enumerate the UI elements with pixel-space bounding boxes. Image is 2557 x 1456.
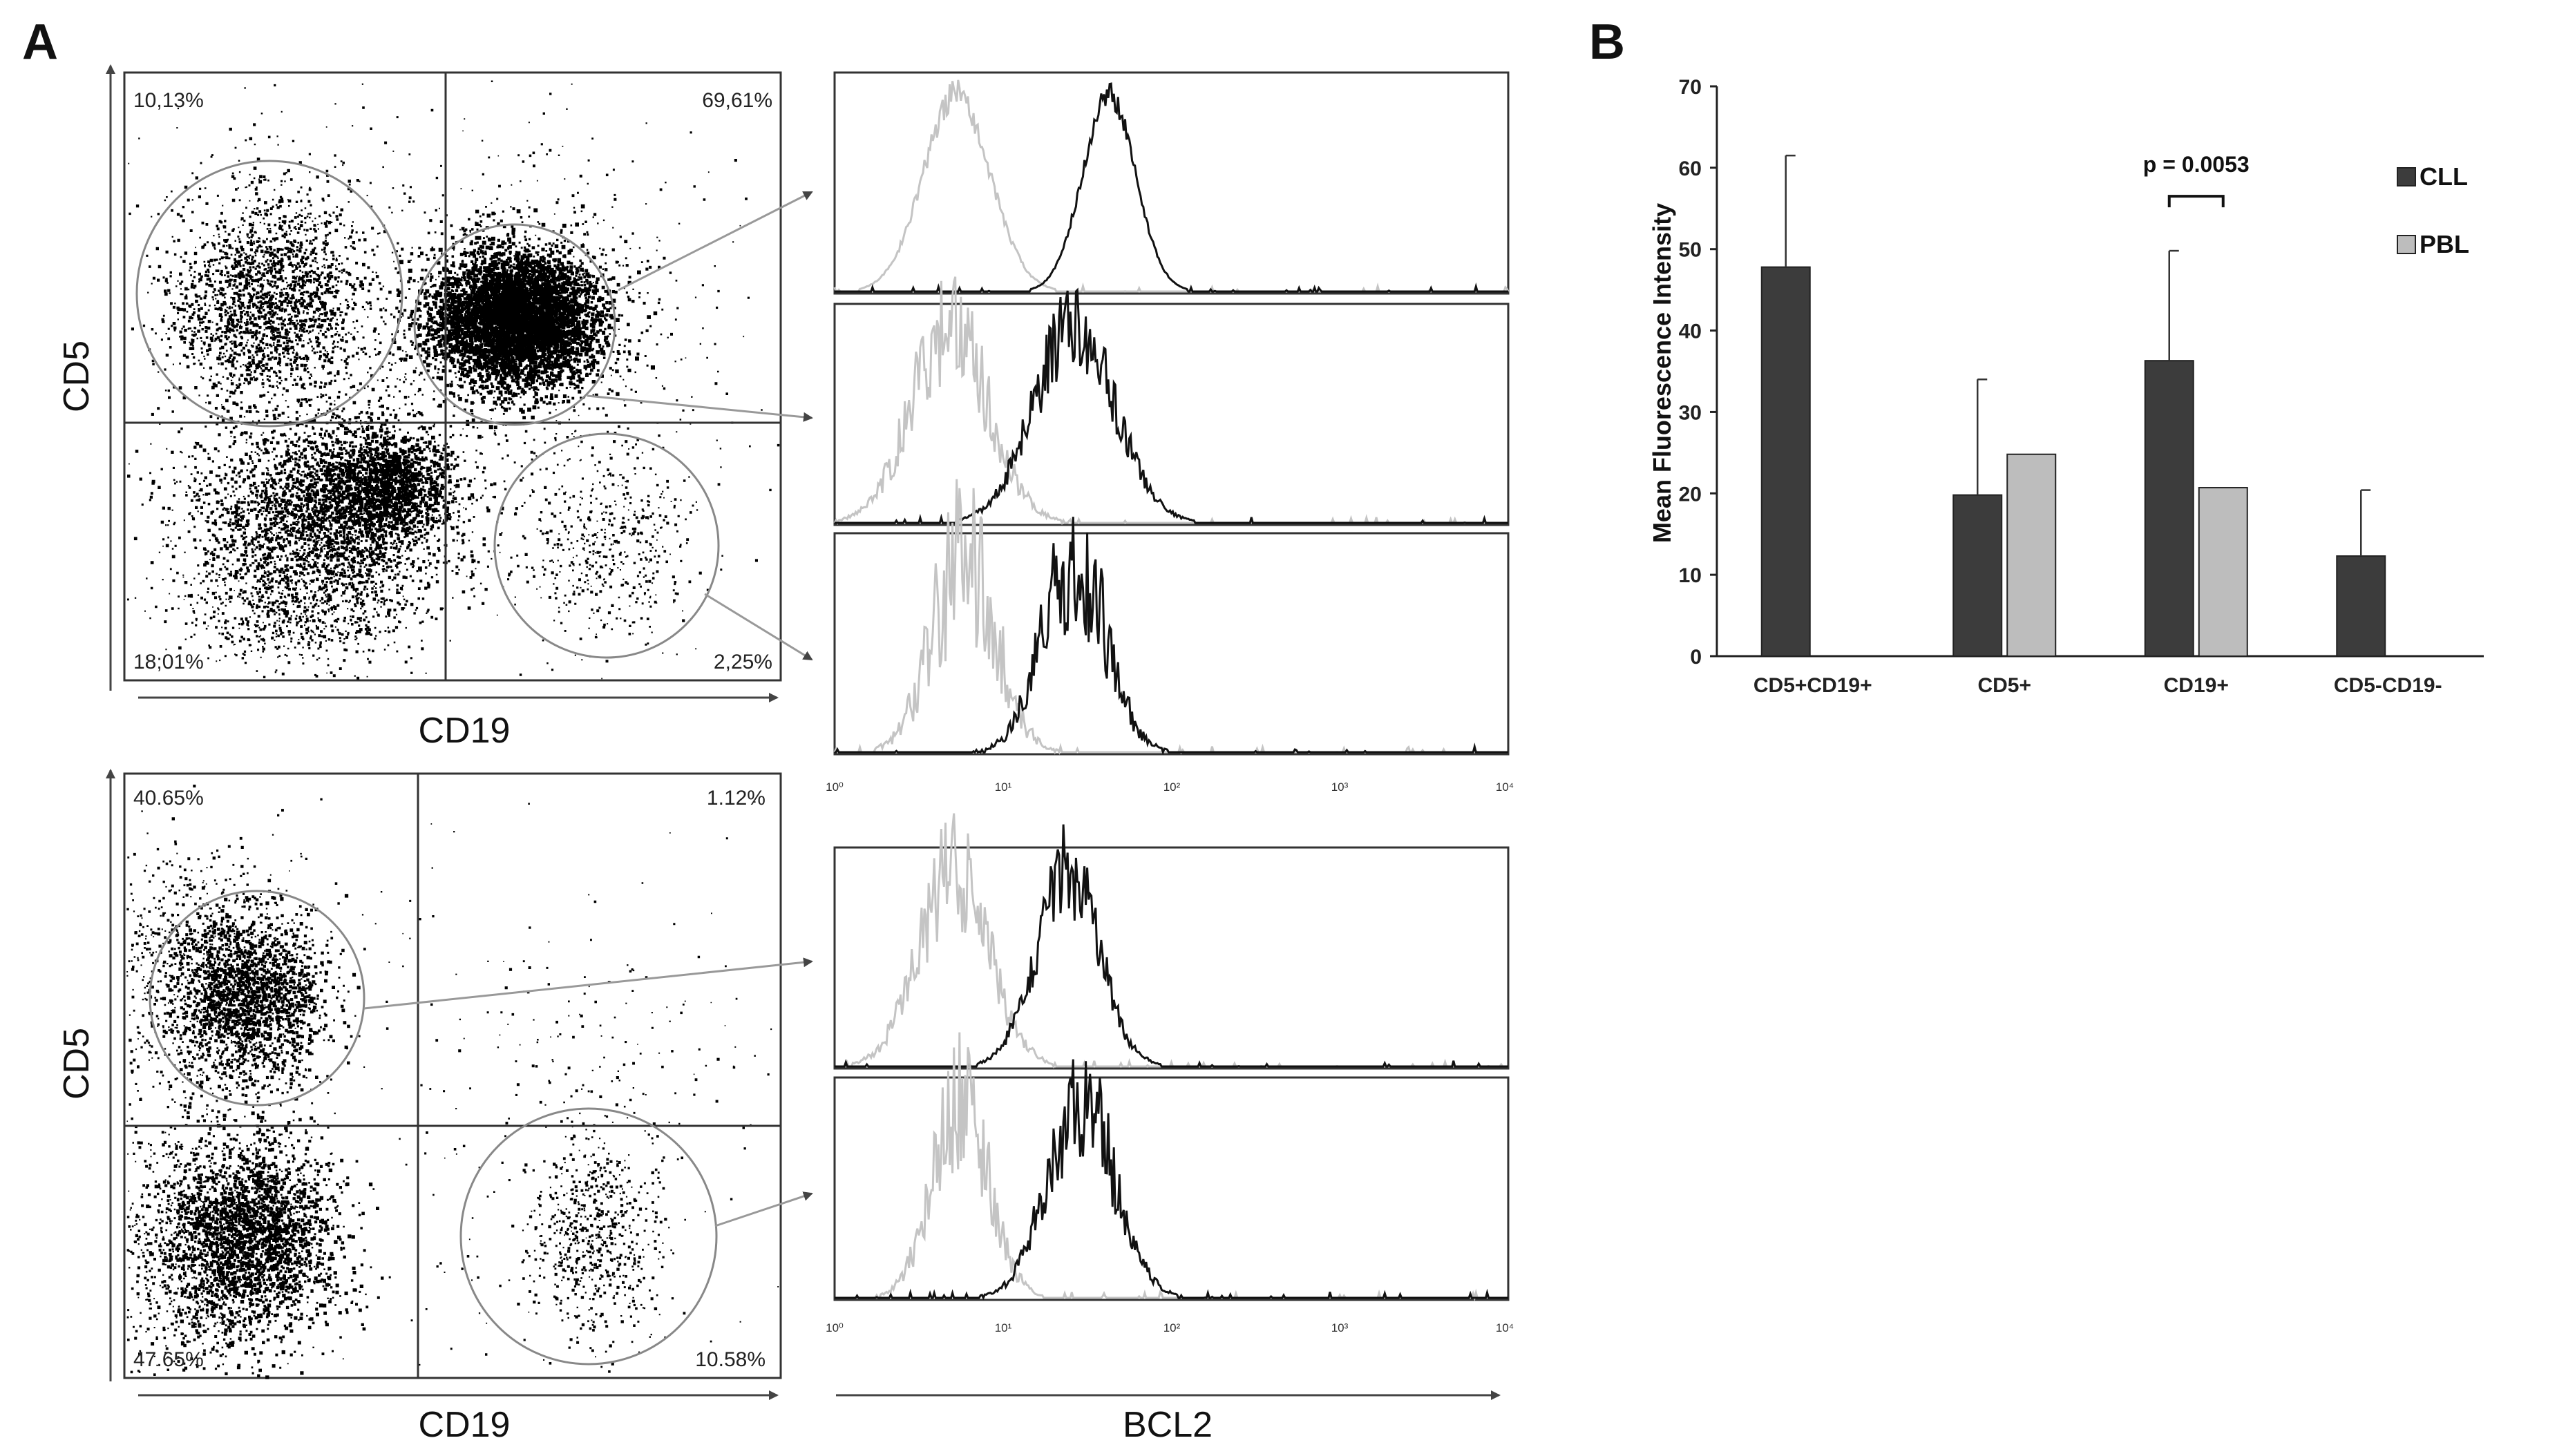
histogram-frame-4 <box>833 846 1510 1070</box>
histogram-curve <box>835 1059 1508 1301</box>
flow-top-ylabel: CD5 <box>57 341 97 412</box>
flow-top-xlabel: CD19 <box>419 711 511 751</box>
bar-pbl <box>2198 487 2248 657</box>
flow-top-arrow-1 <box>618 191 813 291</box>
flow-top-gate-circle-cd5 <box>135 160 403 428</box>
flow-plot-bottom: 40.65% 1.12% 47.65% 10.58% CD5 CD19 <box>57 769 813 1445</box>
bar-chart: Mean Fluorescence Intensity 0 10 20 30 40 50 6… <box>1648 76 2484 697</box>
flow-bottom-pct-lr: 10.58% <box>695 1348 766 1371</box>
histogram-curve <box>835 517 1508 756</box>
bar-chart-ylabel: Mean Fluorescence Intensity <box>1648 203 1676 543</box>
bar-pbl <box>2006 453 2057 657</box>
bar-cll <box>1952 494 2003 658</box>
bar-chart-bars <box>1760 154 2386 658</box>
histogram-curves <box>833 79 1510 1302</box>
flow-bottom-gate-circle-cd19 <box>459 1107 718 1366</box>
histogram-ticks-bottom: 10⁰ 10¹ 10² 10³ 10⁴ <box>826 1321 1514 1334</box>
histogram-frame-3 <box>833 532 1510 756</box>
flow-plot-top: 10,13% 69,61% 18;01% 2,25% CD5 CD19 <box>57 64 813 751</box>
bar-x-tick-label: CD5+ <box>1977 674 2031 697</box>
flow-bottom-pct-ur: 1.12% <box>707 787 766 810</box>
bar-x-tick-label: CD5+CD19+ <box>1753 674 1872 697</box>
bar-y-tick-label: 50 <box>1679 239 1702 262</box>
scatter-dots <box>127 80 780 680</box>
flow-bottom-ylabel: CD5 <box>57 1028 97 1100</box>
histogram-curve <box>835 813 1508 1069</box>
flow-bottom-dots <box>126 785 779 1379</box>
hist-tick: 10⁰ <box>826 780 844 794</box>
hist-tick: 10⁴ <box>1496 1321 1514 1334</box>
legend-label-cll: CLL <box>2420 162 2468 191</box>
flow-bottom-frame <box>123 772 782 1379</box>
bar-x-tick-label: CD5-CD19- <box>2334 674 2442 697</box>
flow-top-pct-ur: 69,61% <box>702 89 772 112</box>
hist-tick: 10⁰ <box>826 1321 844 1334</box>
flow-bottom-pct-ll: 47.65% <box>133 1348 204 1371</box>
hist-tick: 10² <box>1163 1321 1181 1334</box>
flow-top-pct-ll: 18;01% <box>133 651 204 673</box>
flow-bottom-pct-ul: 40.65% <box>133 787 204 810</box>
histogram-frame-1 <box>833 71 1510 295</box>
flow-top-arrow-3 <box>704 593 813 661</box>
flow-top-pct-lr: 2,25% <box>714 651 772 673</box>
histogram-curve <box>833 479 1508 756</box>
histogram-curve <box>833 276 1508 526</box>
flow-top-frame <box>123 71 782 682</box>
histogram-frame-5 <box>833 1076 1510 1301</box>
hist-tick: 10⁴ <box>1496 780 1514 794</box>
histogram-frame-2 <box>833 303 1510 526</box>
bar-chart-x-axis: CD5+CD19+ CD5+ CD19+ CD5-CD19- <box>1753 674 2442 697</box>
flow-top-pct-ul: 10,13% <box>133 89 204 112</box>
flow-top-arrow-2 <box>587 394 813 422</box>
bar-cll <box>2336 555 2386 657</box>
histogram-curve <box>835 82 1508 293</box>
flow-bottom-arrow-2 <box>714 1191 813 1227</box>
flow-top-gate-circle-dp <box>413 223 616 426</box>
histogram-curve <box>835 824 1508 1068</box>
histogram-ticks-top: 10⁰ 10¹ 10² 10³ 10⁴ <box>826 780 1514 794</box>
bar-cll <box>2144 360 2194 658</box>
bar-y-tick-label: 40 <box>1679 320 1702 343</box>
histogram-curve <box>835 1032 1508 1302</box>
legend-swatch-pbl <box>2397 235 2416 254</box>
panel-b-label: B <box>1589 15 1625 70</box>
hist-tick: 10³ <box>1331 780 1349 794</box>
significance-annotation: p = 0.0053 <box>2143 152 2250 208</box>
histogram-curve <box>835 287 1508 524</box>
flow-bottom-arrow-1 <box>363 957 813 1010</box>
bar-y-tick-label: 10 <box>1679 564 1702 587</box>
scatter-dots <box>126 785 779 1379</box>
bar-y-tick-label: 0 <box>1690 646 1702 669</box>
flow-bottom-xlabel: CD19 <box>419 1405 511 1445</box>
hist-tick: 10¹ <box>995 780 1012 794</box>
hist-tick: 10² <box>1163 780 1181 794</box>
bar-cll <box>1760 266 1811 657</box>
histogram-curve <box>833 79 1510 293</box>
legend-label-pbl: PBL <box>2420 230 2469 258</box>
bar-y-tick-label: 70 <box>1679 76 1702 99</box>
hist-xlabel: BCL2 <box>1123 1405 1213 1445</box>
flow-top-gate-circle-cd19 <box>493 432 720 659</box>
significance-bracket <box>2167 195 2225 208</box>
histograms: 10⁰ 10¹ 10² 10³ 10⁴ 10⁰ 10¹ 10² 10³ 10⁴ … <box>826 71 1514 1445</box>
flow-bottom-gate-circle-cd5 <box>149 890 365 1107</box>
panel-a-label: A <box>22 15 58 70</box>
p-value-label: p = 0.0053 <box>2143 152 2250 177</box>
bar-chart-legend: CLL PBL <box>2397 162 2469 258</box>
hist-tick: 10³ <box>1331 1321 1349 1334</box>
hist-tick: 10¹ <box>995 1321 1012 1334</box>
bar-y-tick-label: 20 <box>1679 483 1702 506</box>
bar-y-tick-label: 30 <box>1679 401 1702 424</box>
legend-swatch-cll <box>2397 167 2416 186</box>
flow-top-dots <box>127 80 780 680</box>
bar-x-tick-label: CD19+ <box>2164 674 2229 697</box>
bar-y-tick-label: 60 <box>1679 157 1702 180</box>
